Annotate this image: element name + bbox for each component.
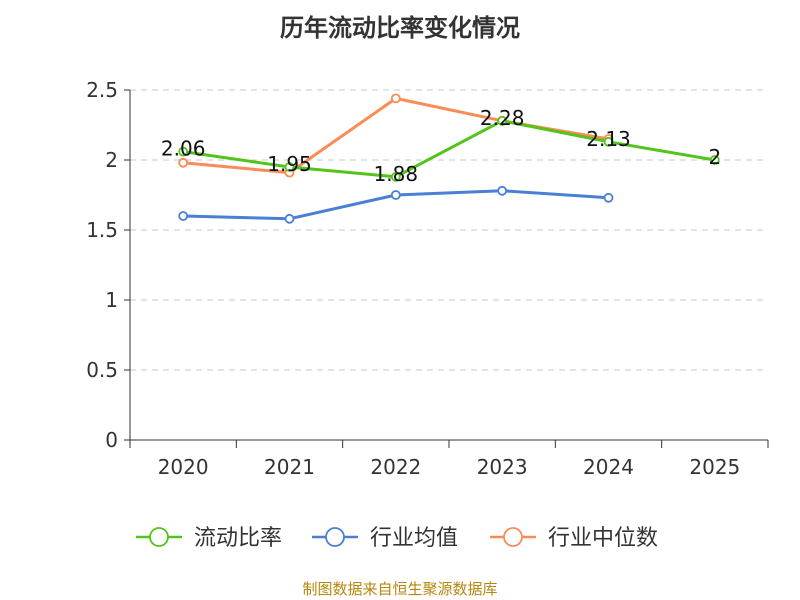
chart-title: 历年流动比率变化情况 — [280, 14, 520, 42]
data-label: 2.28 — [480, 106, 525, 130]
data-label: 1.88 — [374, 162, 419, 186]
legend-marker — [325, 527, 345, 547]
data-point — [603, 136, 614, 147]
x-tick-label: 2022 — [370, 455, 421, 479]
x-tick-label: 2021 — [264, 455, 315, 479]
data-point — [390, 171, 401, 182]
y-tick-label: 2 — [105, 148, 118, 172]
data-point — [178, 157, 189, 168]
data-point — [178, 146, 189, 157]
legend-marker — [149, 527, 169, 547]
series-line-0 — [182, 119, 716, 179]
data-point — [390, 190, 401, 200]
legend-label: 行业中位数 — [548, 526, 658, 551]
data-point — [603, 192, 614, 203]
y-tick-label: 0 — [105, 428, 118, 452]
data-point — [497, 185, 508, 196]
data-point — [178, 211, 189, 221]
data-point — [497, 115, 508, 126]
data-label: 2.13 — [586, 127, 631, 151]
data-label: 1.95 — [267, 152, 312, 176]
x-tick-label: 2025 — [689, 455, 740, 479]
data-point — [284, 213, 295, 224]
legend-marker — [503, 527, 523, 547]
x-tick-label: 2023 — [477, 455, 528, 479]
data-label: 2.06 — [161, 137, 206, 161]
x-tick-label: 2020 — [158, 455, 209, 479]
legend-label: 行业均值 — [370, 526, 458, 551]
legend-label: 流动比率 — [194, 526, 282, 551]
data-point — [284, 162, 295, 172]
y-tick-label: 2.5 — [86, 78, 118, 102]
x-tick-label: 2024 — [583, 455, 634, 479]
data-point — [709, 155, 720, 165]
y-tick-label: 1.5 — [86, 218, 118, 242]
data-label: 2 — [708, 145, 721, 169]
data-source-note: 制图数据来自恒生聚源数据库 — [302, 580, 498, 598]
y-tick-label: 1 — [105, 288, 118, 312]
data-point — [390, 93, 401, 104]
y-tick-label: 0.5 — [86, 358, 118, 382]
